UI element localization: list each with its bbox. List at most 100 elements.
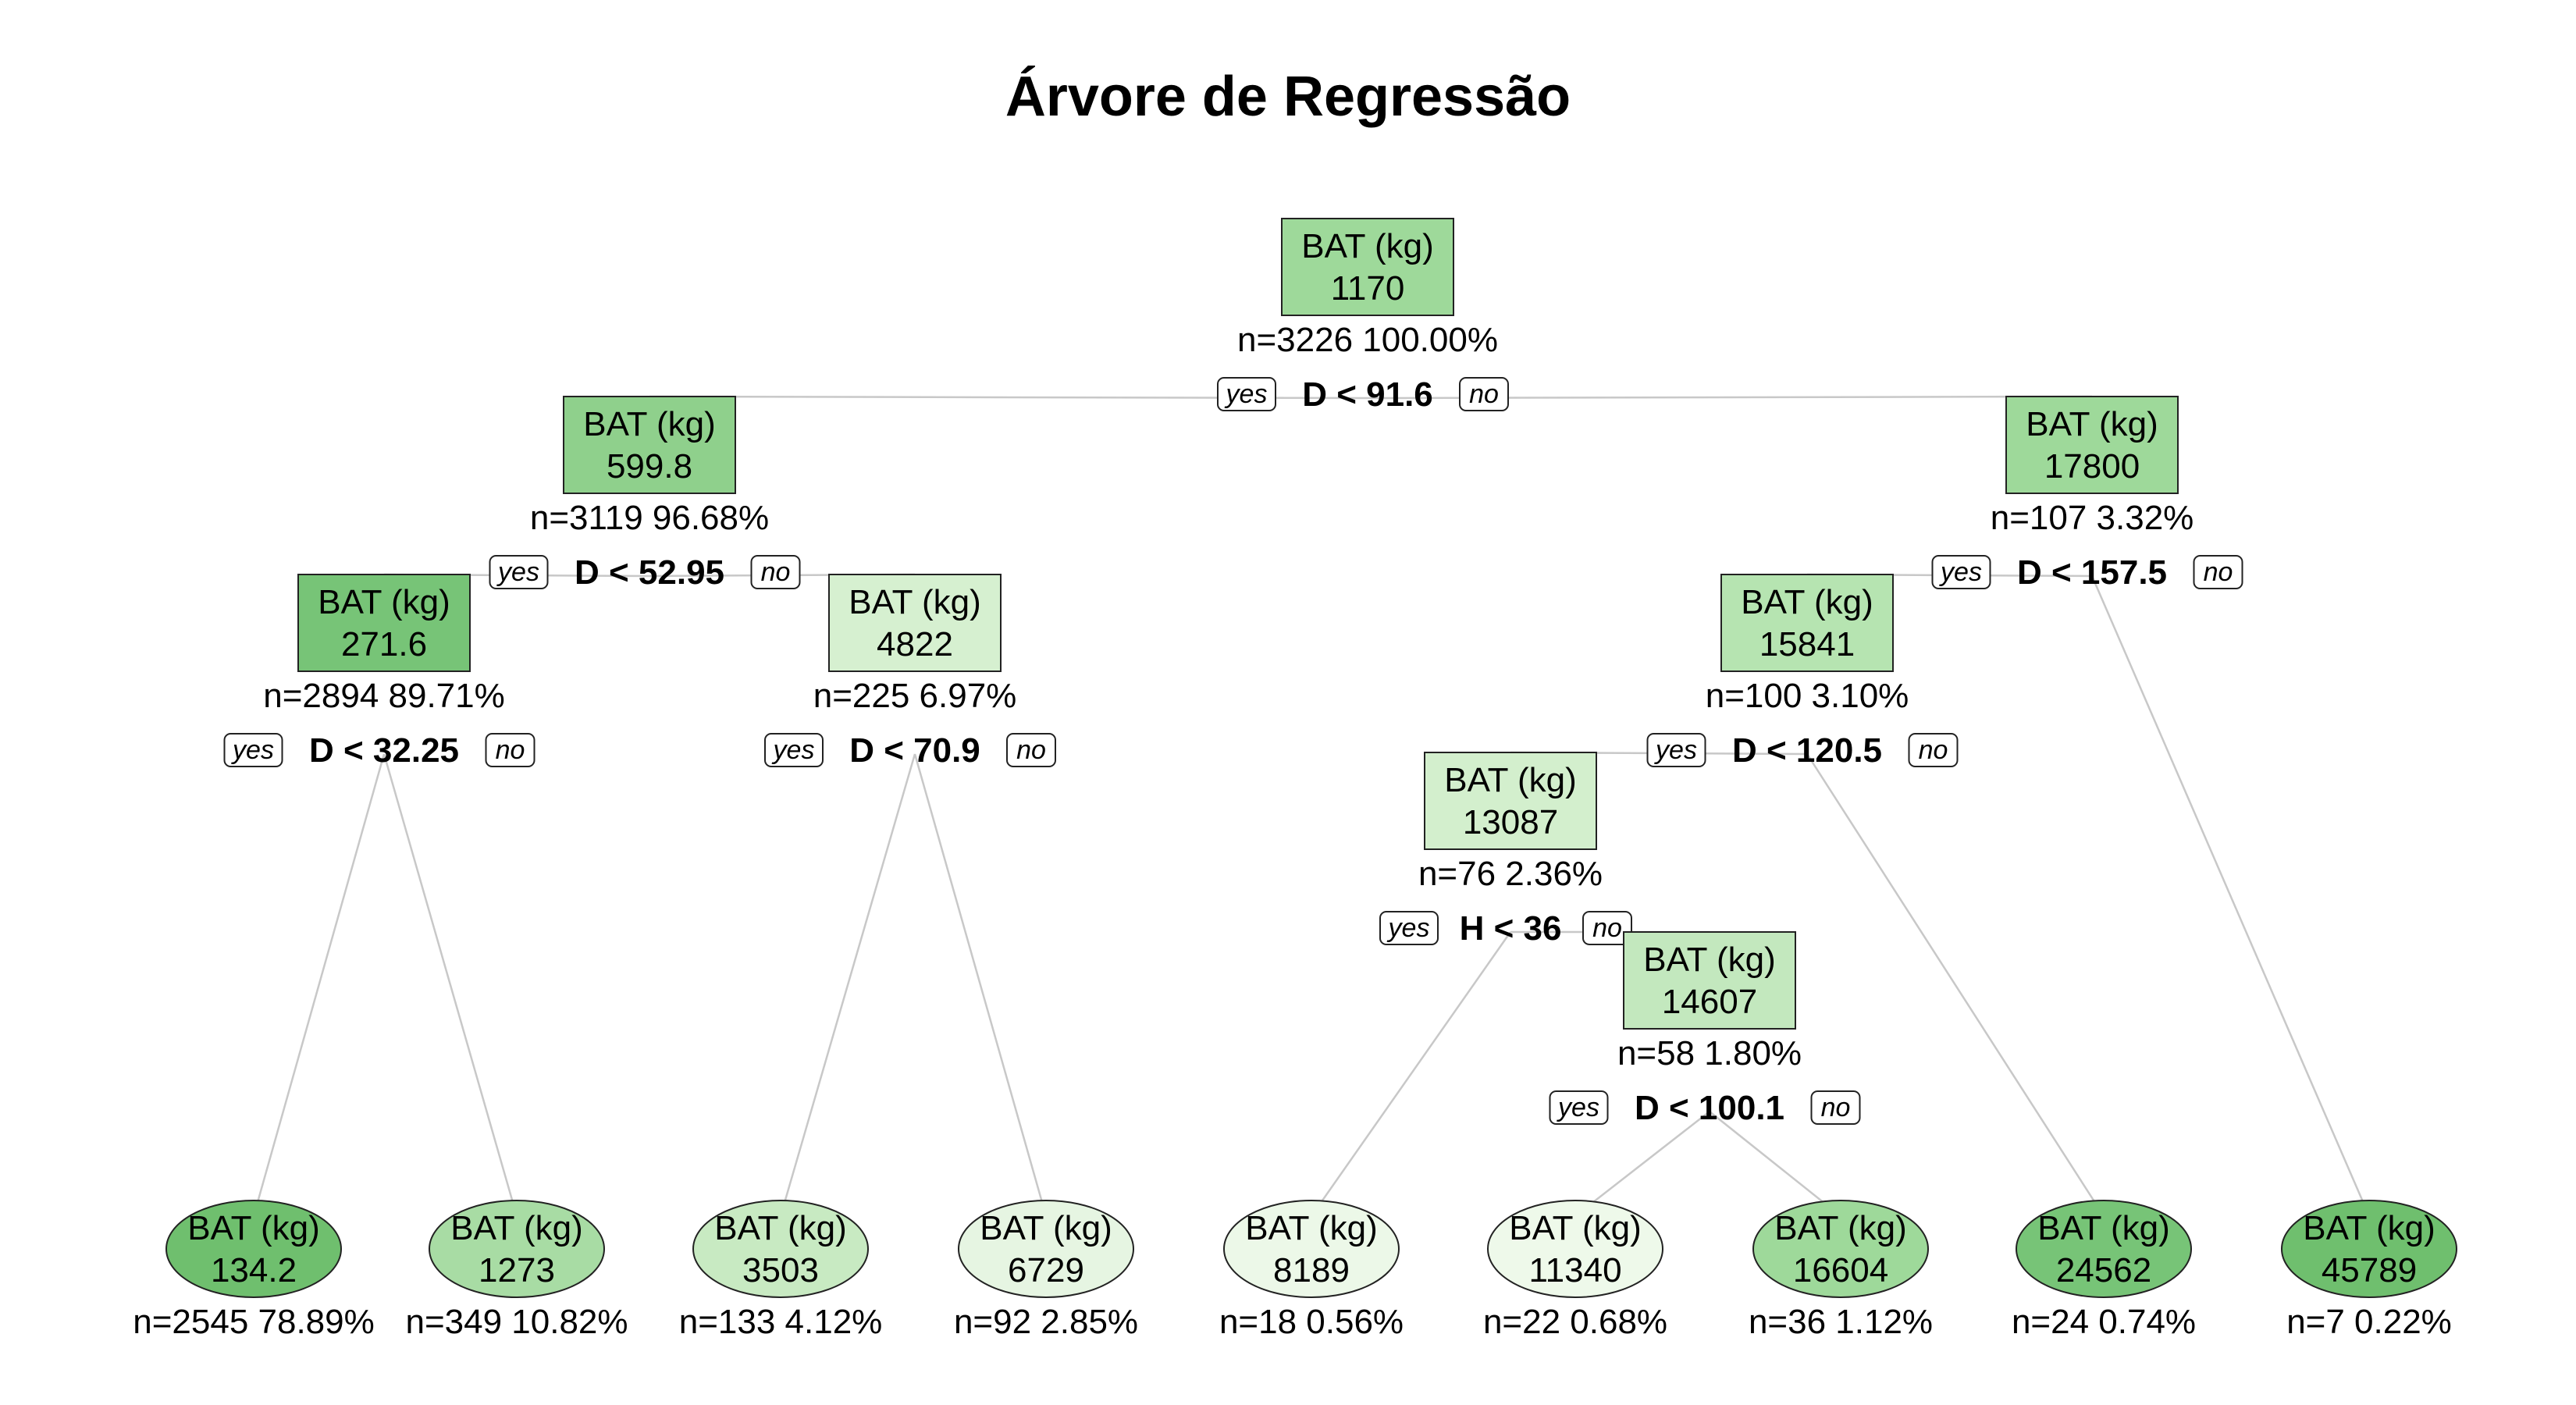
node-variable-label: BAT (kg) [450,1209,583,1247]
split-node: BAT (kg) 271.6 n=2894 89.71% D < 32.25 yes no [223,574,535,770]
yes-badge [1217,377,1276,411]
yes-badge [1931,555,1991,589]
yes-label: yes [231,735,274,765]
no-badge [2193,555,2243,589]
node-value: 6729 [1008,1251,1084,1289]
no-badge [1459,377,1509,411]
edge-n4-l1 [252,753,386,1217]
split-condition: D < 70.9 [849,731,980,770]
yes-badge [223,733,283,767]
no-badge [1908,733,1959,767]
leaf-node: BAT (kg) 45789 n=7 0.22% [2281,1200,2457,1341]
node-value: 8189 [1273,1251,1350,1289]
node-variable-label: BAT (kg) [2303,1209,2435,1247]
leaf-node: BAT (kg) 24562 n=24 0.74% [2012,1200,2196,1341]
node-stats: n=100 3.10% [1706,677,1909,715]
edge-n7-l5 [1310,931,1512,1217]
leaf-ellipse [1223,1200,1400,1298]
node-value: 14607 [1662,983,1757,1021]
split-node: BAT (kg) 599.8 n=3119 96.68% D < 52.95 yes no [489,396,801,592]
no-badge [1810,1090,1861,1125]
node-value: 13087 [1463,803,1558,841]
node-value: 45789 [2322,1251,2417,1289]
yes-label: yes [1557,1093,1599,1122]
node-stats: n=92 2.85% [954,1303,1138,1341]
no-label: no [1469,379,1499,409]
edge-n6-l8 [1806,753,2105,1217]
no-label: no [1016,735,1046,765]
node-value: 17800 [2044,447,2140,486]
node-value: 4822 [877,625,953,663]
leaf-node: BAT (kg) 1273 n=349 10.82% [405,1200,628,1341]
yes-label: yes [496,557,539,587]
node-stats: n=36 1.12% [1749,1303,1933,1341]
edge-n8-l7 [1709,1111,1841,1217]
node-value: 16604 [1793,1251,1888,1289]
split-condition: D < 157.5 [2017,553,2167,592]
split-condition: H < 36 [1460,909,1562,948]
no-label: no [1592,913,1622,943]
node-box [828,574,1002,672]
yes-label: yes [1387,913,1430,943]
no-label: no [1919,735,1948,765]
node-variable-label: BAT (kg) [1643,941,1776,979]
node-box [1424,752,1597,850]
yes-label: yes [772,735,815,765]
node-stats: n=7 0.22% [2286,1303,2452,1341]
node-variable-label: BAT (kg) [1245,1209,1378,1247]
node-stats: n=76 2.36% [1418,855,1603,893]
node-value: 24562 [2056,1251,2151,1289]
edge-n8-l6 [1574,1111,1710,1217]
edge-n5-l4 [913,753,1048,1217]
split-node: BAT (kg) 15841 n=100 3.10% D < 120.5 yes no [1646,574,1959,770]
leaf-node: BAT (kg) 134.2 n=2545 78.89% [133,1200,375,1341]
node-variable-label: BAT (kg) [980,1209,1112,1247]
node-stats: n=349 10.82% [405,1303,628,1341]
node-variable-label: BAT (kg) [187,1209,320,1247]
node-value: 599.8 [607,447,692,486]
leaf-ellipse [692,1200,869,1298]
node-value: 271.6 [341,625,427,663]
yes-badge [1549,1090,1609,1125]
node-box [563,396,736,494]
no-label: no [2204,557,2233,587]
node-value: 15841 [1759,625,1855,663]
node-stats: n=133 4.12% [679,1303,883,1341]
split-node: BAT (kg) 1170 n=3226 100.00% D < 91.6 yes no [1217,218,1509,414]
node-variable-label: BAT (kg) [1774,1209,1907,1247]
yes-badge [764,733,824,767]
no-badge [750,555,801,589]
edge-n4-l2 [382,753,518,1217]
node-stats: n=18 0.56% [1219,1303,1404,1341]
yes-badge [489,555,549,589]
leaf-ellipse [2016,1200,2192,1298]
split-condition: D < 100.1 [1635,1089,1784,1127]
node-box [1281,218,1454,316]
node-variable-label: BAT (kg) [318,583,450,621]
edge-n3-l9 [2090,575,2371,1217]
node-stats: n=3119 96.68% [530,499,769,537]
node-value: 11340 [1528,1251,1621,1289]
leaf-ellipse [429,1200,605,1298]
node-stats: n=58 1.80% [1617,1034,1802,1072]
split-node: BAT (kg) 4822 n=225 6.97% D < 70.9 yes no [764,574,1056,770]
leaf-ellipse [958,1200,1134,1298]
node-stats: n=2894 89.71% [263,677,505,715]
node-variable-label: BAT (kg) [583,405,716,443]
leaf-ellipse [1752,1200,1929,1298]
leaf-ellipse [165,1200,342,1298]
no-label: no [1821,1093,1851,1122]
leaf-node: BAT (kg) 16604 n=36 1.12% [1749,1200,1933,1341]
node-variable-label: BAT (kg) [2037,1209,2170,1247]
node-variable-label: BAT (kg) [1509,1209,1642,1247]
split-node: BAT (kg) 14607 n=58 1.80% D < 100.1 yes no [1549,931,1861,1127]
split-condition: D < 120.5 [1732,731,1882,770]
edge-n5-l3 [779,753,916,1217]
yes-badge [1646,733,1706,767]
node-stats: n=22 0.68% [1483,1303,1667,1341]
node-box [2005,396,2179,494]
leaf-node: BAT (kg) 3503 n=133 4.12% [679,1200,883,1341]
node-box [1623,931,1796,1030]
